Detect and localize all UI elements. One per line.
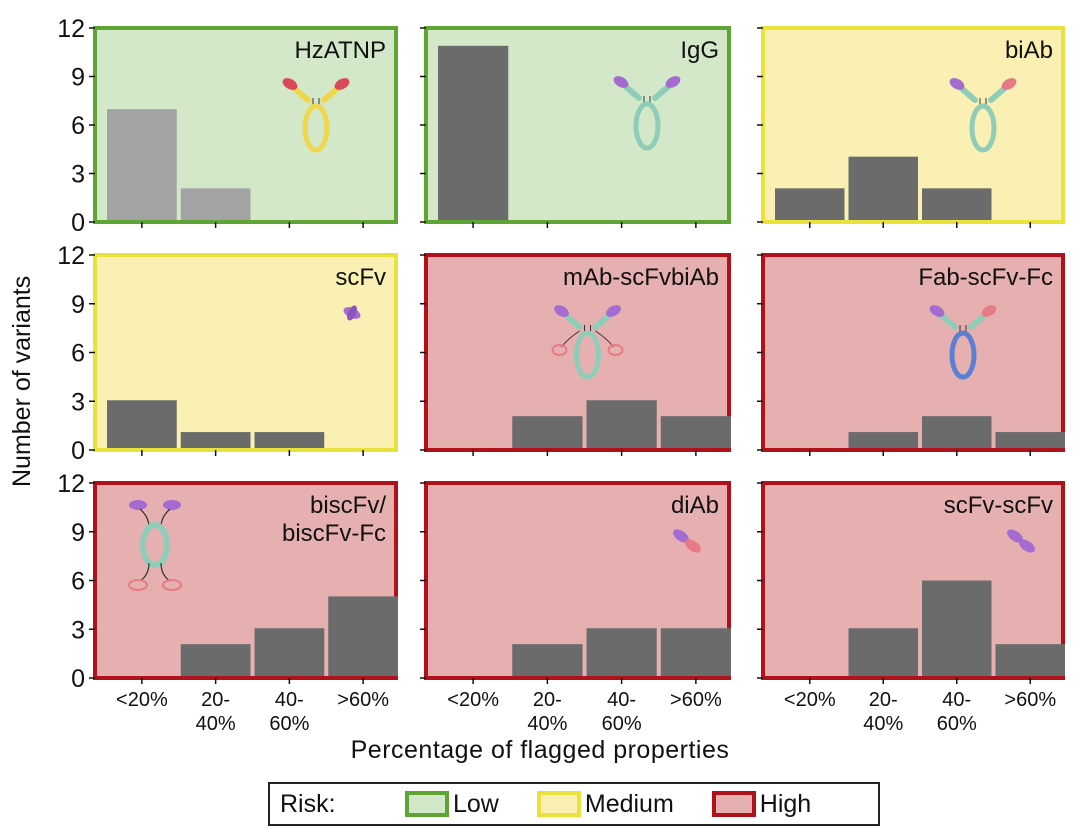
y-tick-label: 9 [71, 291, 85, 319]
x-tick-label: 20- [869, 689, 898, 711]
scfv-fragment-icon [343, 305, 361, 321]
panel-title: biAb [1005, 37, 1053, 64]
bar-fab-scfv-fc-2 [922, 416, 992, 448]
x-tick-label: 60% [269, 713, 309, 735]
panel-title: HzATNP [294, 37, 386, 64]
y-tick-label: 12 [57, 470, 85, 498]
x-tick-label: 40% [527, 713, 567, 735]
biscfv-fc-icon [128, 500, 182, 591]
bar-diab-1 [512, 644, 583, 676]
legend-label-low: Low [453, 789, 499, 818]
legend-item-medium: Medium [536, 789, 674, 819]
y-tick-label: 3 [71, 161, 85, 189]
bar-biscfv-biscfv-fc-1 [180, 644, 251, 676]
y-tick-label: 3 [71, 616, 85, 644]
panel-title: diAb [671, 492, 719, 519]
bar-scfv-1 [180, 432, 251, 448]
bar-scfv-0 [107, 400, 177, 448]
bar-scfv-scfv-2 [922, 580, 992, 676]
x-tick-label: 60% [602, 713, 642, 735]
y-tick-label: 3 [71, 388, 85, 416]
panel-igg: IgG [420, 26, 731, 228]
panel-scfv: 0 3 6 9 12 scFv [57, 242, 398, 465]
panel-scfv-scfv: <20% 20-40% 40-60% >60% scFv-scFv [757, 481, 1065, 735]
panel-mab-scfvbiab: mAb-scFvbiAb [420, 253, 731, 456]
bar-igg-0 [438, 45, 509, 221]
panel-diab: <20% 20-40% 40-60% >60% diAb [420, 481, 731, 735]
panel-biab: biAb [757, 26, 1065, 228]
x-tick-label: <20% [447, 689, 499, 711]
legend-label-medium: Medium [584, 789, 674, 818]
panel-title: IgG [680, 37, 719, 64]
bar-biab-1 [848, 156, 918, 220]
x-tick-label: >60% [670, 689, 722, 711]
legend-title: Risk: [280, 789, 336, 818]
legend-swatch-low [405, 791, 449, 817]
bar-diab-3 [660, 628, 731, 676]
x-tick-label: <20% [784, 689, 836, 711]
x-tick-label: <20% [116, 689, 168, 711]
bar-biscfv-biscfv-fc-2 [254, 628, 325, 676]
bar-fab-scfv-fc-3 [995, 432, 1065, 448]
x-tick-label: 20- [201, 689, 230, 711]
x-tick-label: 20- [533, 689, 562, 711]
legend-item-high: High [711, 789, 812, 819]
panel-title: biscFv-Fc [282, 520, 386, 547]
bar-hzatnp-0 [107, 109, 177, 220]
x-tick-label: 40- [607, 689, 636, 711]
bar-scfv-2 [254, 432, 325, 448]
y-tick-label: 6 [71, 568, 85, 596]
bar-biscfv-biscfv-fc-3 [328, 596, 398, 676]
bar-diab-2 [586, 628, 657, 676]
y-tick-label: 12 [57, 242, 85, 270]
y-tick-label: 0 [71, 209, 85, 237]
bar-mab-scfvbiab-1 [512, 416, 583, 448]
panel-title: mAb-scFvbiAb [563, 264, 719, 291]
y-tick-label: 6 [71, 112, 85, 140]
x-tick-label: 40% [863, 713, 903, 735]
x-tick-label: >60% [1004, 689, 1056, 711]
bar-fab-scfv-fc-1 [848, 432, 918, 448]
full-antibody-icon [613, 76, 681, 151]
x-tick-label: 60% [937, 713, 977, 735]
bar-mab-scfvbiab-3 [660, 416, 731, 448]
panel-title: biscFv/ [310, 492, 386, 519]
bar-scfv-scfv-1 [848, 628, 918, 676]
y-tick-label: 9 [71, 64, 85, 92]
full-antibody-icon [929, 305, 997, 380]
x-tick-label: >60% [337, 689, 389, 711]
panel-title: Fab-scFv-Fc [918, 264, 1053, 291]
legend-label-high: High [759, 789, 812, 818]
risk-histogram-grid: 0 3 6 9 12 HzATNP IgG biAb 0 3 6 9 12 scFv mAb-scFvbiA… [57, 15, 1065, 735]
bar-mab-scfvbiab-2 [586, 400, 657, 448]
x-tick-label: 40% [196, 713, 236, 735]
legend-item-low: Low [405, 790, 499, 819]
bar-hzatnp-1 [180, 188, 251, 220]
y-tick-label: 12 [57, 15, 85, 43]
tandem-scfv-icon [1007, 529, 1035, 553]
legend-swatch-high [711, 791, 756, 817]
x-axis-label: Percentage of flagged properties [350, 736, 730, 764]
full-antibody-icon [282, 78, 350, 153]
bar-biab-2 [922, 188, 992, 220]
bar-scfv-scfv-3 [995, 644, 1065, 676]
panel-biscfv-biscfv-fc: 0 3 6 9 12 <20% 20-40% 40-60% >60% biscFv/biscFv-… [57, 470, 398, 735]
bar-biab-0 [775, 188, 845, 220]
panel-fab-scfv-fc: Fab-scFv-Fc [757, 253, 1065, 456]
legend-swatch-medium [536, 791, 581, 817]
y-tick-label: 0 [71, 437, 85, 465]
y-tick-label: 0 [71, 665, 85, 693]
panel-hzatnp: 0 3 6 9 12 HzATNP [57, 15, 398, 237]
x-tick-label: 40- [942, 689, 971, 711]
y-tick-label: 9 [71, 519, 85, 547]
y-axis-label: Number of variants [8, 275, 36, 487]
antibody-with-scfv-icon [551, 305, 624, 380]
risk-legend: Risk: Low Medium High [268, 782, 880, 826]
x-tick-label: 40- [275, 689, 304, 711]
y-tick-label: 6 [71, 340, 85, 368]
panel-title: scFv [335, 264, 386, 291]
diabody-icon [673, 529, 701, 553]
panel-title: scFv-scFv [944, 492, 1053, 519]
full-antibody-icon [949, 78, 1017, 153]
